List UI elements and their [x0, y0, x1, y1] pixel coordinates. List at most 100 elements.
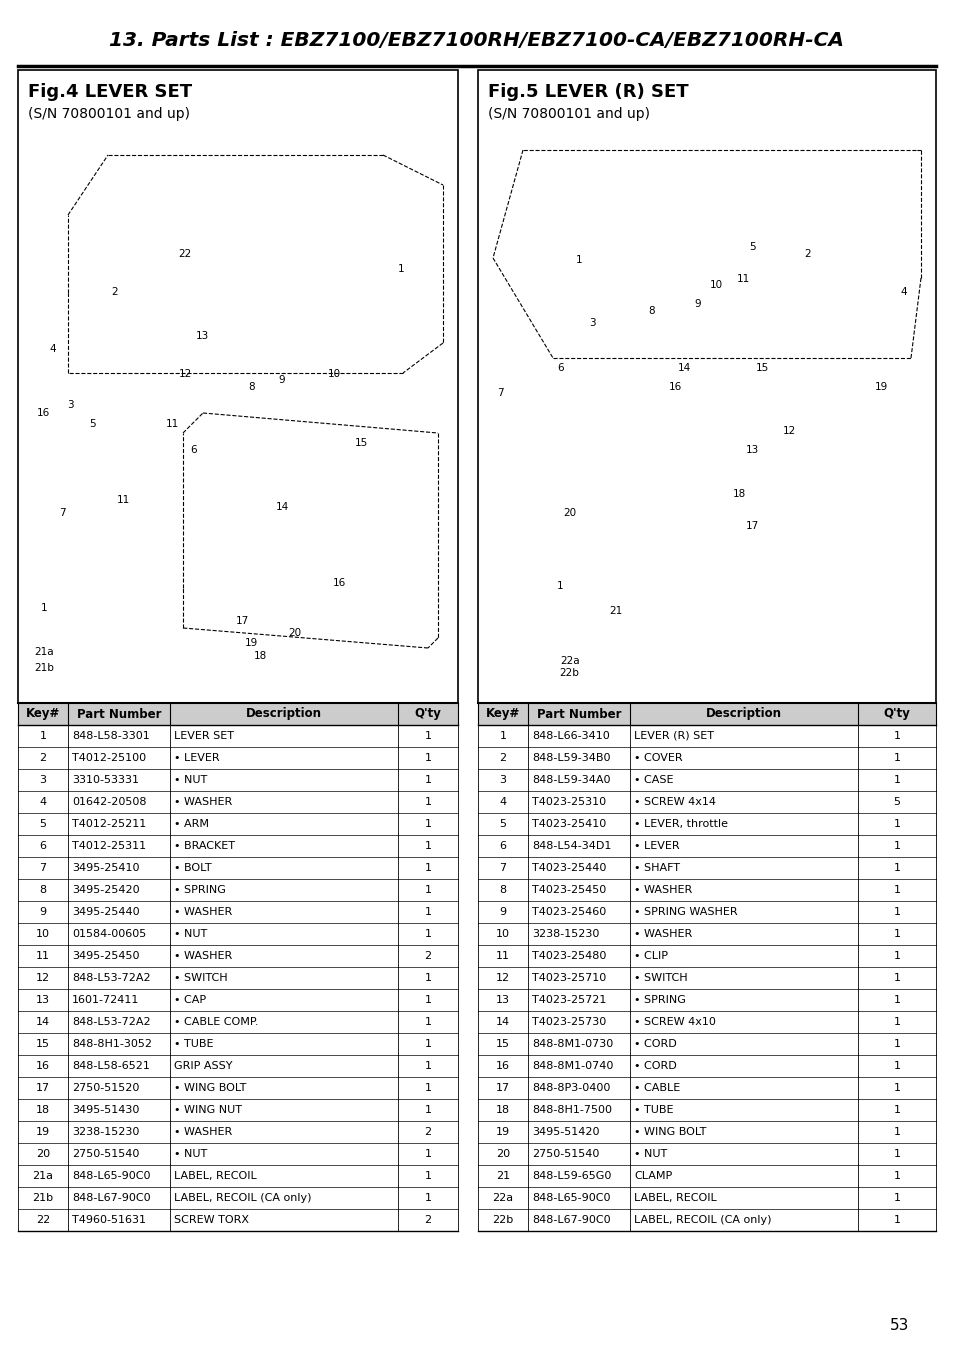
Text: 11: 11: [165, 419, 178, 430]
Text: 2750-51540: 2750-51540: [532, 1148, 598, 1159]
Text: • CAP: • CAP: [173, 995, 206, 1006]
Text: 1: 1: [424, 907, 431, 917]
Text: T4960-51631: T4960-51631: [71, 1215, 146, 1225]
Bar: [18, 834, 457, 857]
Bar: [477, 989, 935, 1011]
Text: 848-L53-72A2: 848-L53-72A2: [71, 1016, 151, 1027]
Bar: [477, 791, 935, 813]
Text: 1: 1: [893, 863, 900, 874]
Text: 6: 6: [39, 841, 47, 851]
Text: (S/N 70800101 and up): (S/N 70800101 and up): [488, 106, 649, 121]
Text: LEVER (R) SET: LEVER (R) SET: [634, 731, 713, 741]
Text: 848-L59-65G0: 848-L59-65G0: [532, 1171, 611, 1181]
Text: • NUT: • NUT: [173, 775, 207, 785]
Text: 1: 1: [893, 1171, 900, 1181]
Text: 3238-15230: 3238-15230: [532, 929, 598, 940]
Text: 01584-00605: 01584-00605: [71, 929, 146, 940]
Text: 2: 2: [424, 1215, 431, 1225]
Text: 8: 8: [248, 381, 254, 391]
Text: 20: 20: [562, 508, 576, 518]
Text: (S/N 70800101 and up): (S/N 70800101 and up): [28, 106, 190, 121]
Text: • NUT: • NUT: [173, 929, 207, 940]
Text: 14: 14: [36, 1016, 50, 1027]
Text: 16: 16: [333, 578, 345, 588]
Text: 1: 1: [893, 973, 900, 983]
Text: 1: 1: [893, 907, 900, 917]
Bar: [18, 1188, 457, 1209]
Text: 1: 1: [893, 886, 900, 895]
Bar: [18, 1143, 457, 1165]
Text: 4: 4: [50, 344, 56, 353]
Text: 11: 11: [117, 496, 131, 506]
Text: • WASHER: • WASHER: [173, 907, 232, 917]
Text: 12: 12: [782, 426, 795, 435]
Text: 11: 11: [737, 274, 749, 284]
Text: 1: 1: [424, 995, 431, 1006]
Text: 53: 53: [889, 1318, 909, 1333]
Text: • CLIP: • CLIP: [634, 950, 667, 961]
Text: • TUBE: • TUBE: [173, 1039, 213, 1049]
Bar: [477, 1143, 935, 1165]
Text: 14: 14: [677, 363, 690, 372]
Bar: [18, 1099, 457, 1122]
Text: 1: 1: [893, 1061, 900, 1072]
Text: 1: 1: [424, 1061, 431, 1072]
Text: 10: 10: [496, 929, 510, 940]
Text: 2: 2: [39, 754, 47, 763]
Text: 17: 17: [36, 1082, 50, 1093]
Text: 5: 5: [90, 419, 96, 430]
Text: • CORD: • CORD: [634, 1061, 676, 1072]
Text: 1: 1: [424, 1193, 431, 1202]
Bar: [477, 704, 935, 725]
Text: 22: 22: [178, 248, 192, 259]
Text: 3495-25410: 3495-25410: [71, 863, 139, 874]
Text: 22: 22: [36, 1215, 51, 1225]
Text: 6: 6: [191, 445, 197, 454]
Text: 9: 9: [39, 907, 47, 917]
Text: T4023-25450: T4023-25450: [532, 886, 605, 895]
Bar: [477, 1165, 935, 1188]
Text: 1: 1: [424, 1171, 431, 1181]
Text: 848-8H1-7500: 848-8H1-7500: [532, 1105, 612, 1115]
Text: 848-L65-90C0: 848-L65-90C0: [71, 1171, 151, 1181]
Text: 11: 11: [496, 950, 510, 961]
Text: 848-8M1-0730: 848-8M1-0730: [532, 1039, 613, 1049]
Text: • LEVER: • LEVER: [173, 754, 219, 763]
Text: 1: 1: [893, 731, 900, 741]
Bar: [18, 70, 457, 704]
Text: 17: 17: [745, 520, 759, 531]
Text: 848-L59-34B0: 848-L59-34B0: [532, 754, 610, 763]
Text: 2: 2: [112, 287, 118, 297]
Text: 17: 17: [496, 1082, 510, 1093]
Text: T4012-25100: T4012-25100: [71, 754, 146, 763]
Text: 21a: 21a: [34, 647, 54, 658]
Text: 1: 1: [893, 1148, 900, 1159]
Text: 1: 1: [424, 863, 431, 874]
Text: 21: 21: [608, 607, 621, 616]
Text: Key#: Key#: [26, 708, 60, 720]
Text: 16: 16: [496, 1061, 510, 1072]
Text: 3495-51420: 3495-51420: [532, 1127, 598, 1136]
Text: T4023-25410: T4023-25410: [532, 820, 605, 829]
Text: 848-L58-6521: 848-L58-6521: [71, 1061, 150, 1072]
Text: 3495-51430: 3495-51430: [71, 1105, 139, 1115]
Text: 16: 16: [36, 1061, 50, 1072]
Text: LABEL, RECOIL: LABEL, RECOIL: [173, 1171, 256, 1181]
Text: 7: 7: [499, 863, 506, 874]
Text: 11: 11: [36, 950, 50, 961]
Text: 18: 18: [36, 1105, 50, 1115]
Text: 1: 1: [424, 1105, 431, 1115]
Text: 1: 1: [424, 797, 431, 807]
Bar: [477, 813, 935, 834]
Text: • SPRING WASHER: • SPRING WASHER: [634, 907, 737, 917]
Text: 8: 8: [648, 306, 655, 315]
Text: 9: 9: [278, 375, 285, 386]
Text: Fig.5 LEVER (R) SET: Fig.5 LEVER (R) SET: [488, 84, 688, 101]
Text: 7: 7: [497, 388, 504, 398]
Bar: [477, 945, 935, 967]
Text: 1: 1: [424, 775, 431, 785]
Text: Description: Description: [705, 708, 781, 720]
Bar: [18, 1165, 457, 1188]
Text: • CABLE: • CABLE: [634, 1082, 679, 1093]
Text: 1: 1: [893, 1016, 900, 1027]
